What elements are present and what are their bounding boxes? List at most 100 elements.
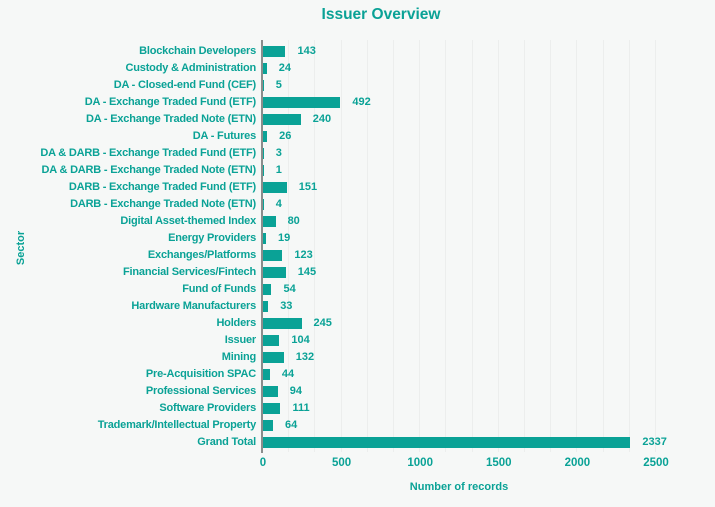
bar[interactable]: [263, 368, 270, 380]
bar-row: Professional Services 94: [0, 383, 715, 400]
value-label: 240: [312, 112, 332, 125]
value-label: 132: [295, 350, 315, 363]
category-label: Trademark/Intellectual Property: [97, 418, 256, 431]
bar-row: Trademark/Intellectual Property 64: [0, 417, 715, 434]
x-tick-label: 2000: [564, 457, 591, 469]
bar[interactable]: [263, 402, 281, 414]
bar[interactable]: [263, 266, 286, 278]
category-label: Mining: [221, 350, 256, 363]
bar[interactable]: [263, 419, 274, 431]
value-label: 24: [278, 61, 292, 74]
bar[interactable]: [263, 164, 264, 176]
y-axis-line: [261, 40, 263, 453]
bar[interactable]: [263, 198, 264, 210]
bar[interactable]: [263, 300, 269, 312]
bar[interactable]: [263, 249, 283, 261]
gridline: [445, 40, 447, 452]
bar-row: Blockchain Developers 143: [0, 43, 715, 60]
bar-row: DA - Exchange Traded Note (ETN) 240: [0, 111, 715, 128]
x-tick-label: 500: [332, 457, 352, 469]
category-label: Custody & Administration: [125, 61, 257, 74]
value-label: 2337: [642, 435, 667, 448]
category-label: DARB - Exchange Traded Note (ETN): [70, 197, 256, 210]
bar-row: Issuer 104: [0, 332, 715, 349]
x-tick-label: 2500: [643, 457, 669, 469]
bar[interactable]: [263, 436, 631, 448]
value-label: 19: [277, 231, 291, 244]
bar[interactable]: [263, 79, 264, 91]
bar[interactable]: [263, 147, 264, 159]
bar[interactable]: [263, 45, 286, 57]
gridline: [550, 40, 552, 452]
bar-row: Custody & Administration 24: [0, 60, 715, 77]
value-label: 111: [292, 401, 310, 414]
value-label: 245: [313, 316, 332, 329]
bar-row: Grand Total 2337: [0, 434, 715, 451]
category-label: DA & DARB - Exchange Traded Note (ETN): [41, 163, 257, 176]
bar-row: Mining 132: [0, 349, 715, 366]
value-label: 64: [285, 418, 298, 431]
category-label: Blockchain Developers: [139, 44, 256, 57]
bar-row: DARB - Exchange Traded Note (ETN) 4: [0, 196, 715, 213]
value-label: 1: [275, 163, 282, 176]
bar[interactable]: [263, 181, 287, 193]
bar[interactable]: [263, 96, 341, 108]
category-label: Holders: [216, 316, 256, 329]
bar-row: Energy Providers 19: [0, 230, 715, 247]
value-label: 5: [275, 78, 282, 91]
gridline: [602, 40, 604, 452]
gridline: [655, 40, 656, 452]
gridline: [340, 40, 342, 452]
bar-row: DARB - Exchange Traded Fund (ETF) 151: [0, 179, 715, 196]
category-label: DA - Exchange Traded Note (ETN): [85, 112, 256, 125]
gridline: [576, 40, 578, 452]
bar[interactable]: [263, 232, 266, 244]
bar-row: Software Providers 111: [0, 400, 715, 417]
gridline: [314, 40, 316, 452]
bar[interactable]: [263, 317, 302, 329]
value-label: 143: [297, 44, 316, 57]
value-label: 151: [298, 180, 318, 193]
bar[interactable]: [263, 334, 280, 346]
bar-row: DA - Closed-end Fund (CEF) 5: [0, 77, 715, 94]
category-label: Fund of Funds: [182, 282, 256, 295]
category-label: Grand Total: [197, 435, 256, 448]
x-tick-label: 0: [259, 457, 267, 469]
category-label: DA - Closed-end Fund (CEF): [113, 78, 256, 91]
category-label: Financial Services/Fintech: [123, 265, 256, 278]
category-label: Hardware Manufacturers: [131, 299, 256, 312]
category-label: Digital Asset-themed Index: [120, 214, 256, 227]
gridline: [628, 40, 630, 452]
x-tick-label: 1500: [486, 457, 512, 469]
gridline: [288, 40, 290, 452]
bar-row: DA - Futures 26: [0, 128, 715, 145]
value-label: 44: [281, 367, 295, 380]
category-label: Pre-Acquisition SPAC: [145, 367, 256, 380]
bar[interactable]: [263, 113, 301, 125]
bar[interactable]: [263, 283, 272, 295]
bar-row: Hardware Manufacturers 33: [0, 298, 715, 315]
value-label: 123: [294, 248, 313, 261]
gridline: [497, 40, 499, 452]
x-tick-label: 1000: [407, 457, 433, 469]
gridline: [419, 40, 421, 452]
category-label: Exchanges/Platforms: [147, 248, 256, 261]
value-label: 80: [287, 214, 300, 227]
bar[interactable]: [263, 351, 284, 363]
value-label: 3: [275, 146, 282, 159]
bar[interactable]: [263, 130, 268, 142]
bar-row: Holders 245: [0, 315, 715, 332]
gridline: [471, 40, 473, 452]
bar[interactable]: [263, 215, 276, 227]
bar-row: Pre-Acquisition SPAC 44: [0, 366, 715, 383]
category-label: Professional Services: [145, 384, 256, 397]
bar-row: DA & DARB - Exchange Traded Note (ETN) 1: [0, 162, 715, 179]
category-label: Software Providers: [159, 401, 256, 414]
value-label: 492: [352, 95, 371, 108]
value-label: 54: [283, 282, 296, 295]
bar[interactable]: [263, 62, 267, 74]
x-axis-title: Number of records: [409, 481, 509, 493]
gridline: [366, 40, 368, 452]
bar[interactable]: [263, 385, 278, 397]
